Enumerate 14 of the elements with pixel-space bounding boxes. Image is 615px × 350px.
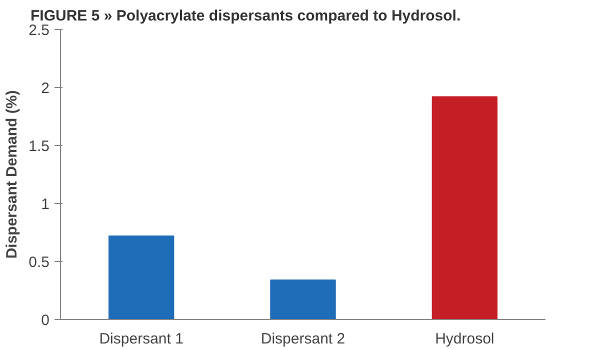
y-tick-label: 2.5 — [28, 22, 50, 39]
y-tick-label: 2 — [41, 80, 50, 97]
bar — [270, 280, 336, 320]
y-tick-label: 0 — [41, 312, 50, 329]
bar — [432, 96, 498, 320]
chart-title: FIGURE 5 » Polyacrylate dispersants compared to Hydrosol. — [30, 8, 461, 24]
bar — [108, 235, 174, 320]
x-tick-label: Hydrosol — [435, 330, 494, 348]
y-axis-title: Dispersant Demand (%) — [4, 90, 21, 259]
y-tick-label: 1.5 — [28, 138, 50, 155]
y-tick-label: 1 — [41, 196, 50, 213]
y-tick-label: 0.5 — [28, 254, 50, 271]
x-tick-label: Dispersant 1 — [99, 330, 184, 348]
x-tick-label: Dispersant 2 — [260, 330, 346, 348]
